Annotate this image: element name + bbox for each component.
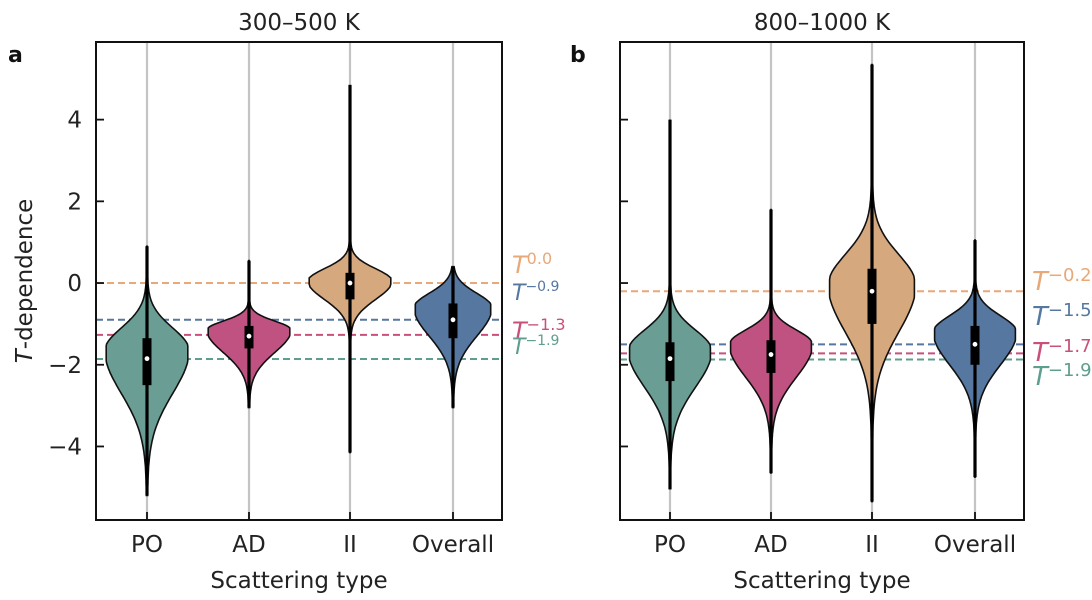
x-tick-label-ii: II	[865, 532, 879, 558]
violin-median-po	[667, 356, 673, 362]
reference-label-base: T	[512, 335, 527, 360]
x-tick-label-po: PO	[131, 532, 163, 558]
panel-b-letter: b	[570, 43, 586, 68]
panel-b-frame	[619, 41, 1025, 521]
reference-label-overall: T−0.9	[512, 279, 559, 306]
violin-iqr-box-po	[665, 342, 675, 382]
reference-label-ii: T−0.2	[1032, 265, 1092, 297]
reference-label-exponent: −1.9	[1048, 360, 1092, 381]
x-tick-label-po: PO	[654, 532, 686, 558]
violin-median-overall	[972, 341, 978, 347]
panel-a-title: 300–500 K	[238, 10, 361, 36]
violin-iqr-box-po	[142, 338, 152, 386]
x-tick-label-overall: Overall	[412, 532, 494, 558]
panel-a-frame	[95, 41, 503, 521]
x-tick-label-ad: AD	[232, 532, 265, 558]
reference-label-exponent: −1.9	[525, 333, 559, 349]
violin-median-overall	[450, 317, 456, 323]
violin-median-ad	[768, 352, 774, 357]
panel-b-title: 800–1000 K	[754, 10, 891, 36]
reference-label-base: T	[512, 251, 529, 279]
reference-label-exponent: −0.9	[525, 279, 559, 295]
y-tick-label: 4	[67, 108, 82, 134]
reference-label-base: T	[1032, 362, 1050, 392]
panel-b-xlabel: Scattering type	[733, 568, 910, 594]
y-tick-label: 0	[67, 271, 82, 297]
reference-label-base: T	[1032, 302, 1050, 332]
x-tick-label-ii: II	[343, 532, 357, 558]
ylabel-rest: -dependence	[12, 199, 38, 350]
panel-b: b 800–1000 K PO AD II Overall T−0.2T−1.5T−1…	[570, 10, 1092, 594]
panel-a: a 300–500 K 420−2−4 PO AD II Overall T0.0T−…	[8, 10, 566, 594]
violin-median-ad	[246, 333, 252, 339]
violin-iqr-box-ii	[867, 268, 877, 324]
reference-label-base: T	[512, 281, 527, 306]
panel-a-xlabel: Scattering type	[210, 568, 387, 594]
panel-a-letter: a	[8, 43, 23, 68]
reference-label-po: T−1.9	[1032, 360, 1092, 392]
y-tick-label: −2	[48, 353, 82, 379]
violin-median-ii	[347, 280, 353, 286]
reference-label-base: T	[1032, 338, 1050, 368]
reference-label-exponent: −1.7	[1048, 336, 1092, 357]
y-tick-label: −4	[48, 434, 82, 460]
reference-label-exponent: 0.0	[527, 249, 552, 268]
x-tick-label-overall: Overall	[934, 532, 1016, 558]
reference-label-exponent: −0.2	[1048, 265, 1092, 286]
reference-label-exponent: −1.5	[1048, 300, 1092, 321]
violin-median-ii	[869, 288, 875, 294]
reference-label-ad: T−1.3	[512, 315, 566, 345]
x-tick-label-ad: AD	[754, 532, 787, 558]
ylabel-italic: T	[12, 347, 38, 363]
reference-label-overall: T−1.5	[1032, 300, 1092, 332]
reference-label-ii: T0.0	[512, 249, 552, 279]
reference-label-base: T	[512, 317, 529, 345]
violin-median-po	[144, 356, 150, 362]
violin-iqr-box-ii	[345, 272, 355, 300]
reference-label-base: T	[1032, 267, 1050, 297]
y-tick-label: 2	[67, 189, 82, 215]
reference-label-exponent: −1.3	[527, 315, 566, 334]
reference-label-ad: T−1.7	[1032, 336, 1092, 368]
reference-label-po: T−1.9	[512, 333, 559, 360]
ylabel: T-dependence	[12, 199, 38, 364]
